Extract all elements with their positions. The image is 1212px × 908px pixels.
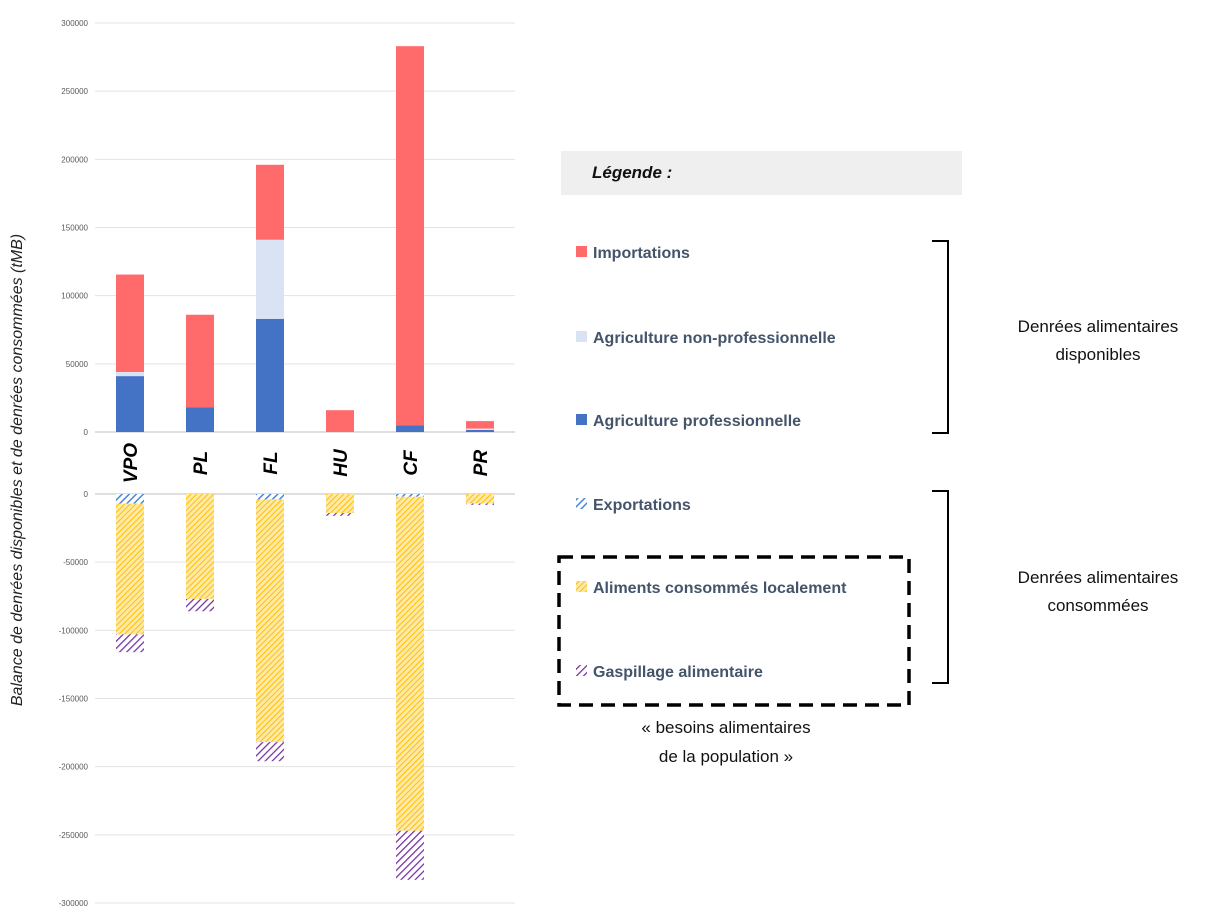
y-tick-label: 300000: [61, 19, 88, 28]
bar-aliments-consommes-localement-fl: [256, 499, 284, 743]
y-tick-label: 0: [84, 428, 89, 437]
y-tick-label: 100000: [61, 292, 88, 301]
bar-agriculture-non-professionnelle-pr: [466, 428, 494, 430]
needs-note-line2: de la population »: [659, 747, 793, 766]
bar-gaspillage-alimentaire-pl: [186, 598, 214, 612]
group-consumed-line2: consommées: [1047, 596, 1148, 615]
bar-exportations-fl: [256, 494, 284, 500]
legend-label-aliments: Aliments consommés localement: [593, 580, 847, 597]
legend-label-importations: Importations: [593, 245, 690, 262]
bar-exportations-vpo: [116, 494, 144, 504]
legend-swatch-agri-pro: [576, 414, 587, 425]
bar-gaspillage-alimentaire-cf: [396, 830, 424, 880]
legend-title-bar: [561, 151, 962, 195]
legend-swatch-agri-non-pro: [576, 331, 587, 342]
legend-title: Légende :: [592, 163, 672, 182]
legend-label-agri-pro: Agriculture professionnelle: [593, 413, 801, 430]
y-tick-label: -50000: [63, 558, 88, 567]
legend-swatch-gaspillage: [576, 665, 587, 676]
bar-importations-hu: [326, 410, 354, 432]
bar-importations-vpo: [116, 274, 144, 373]
grid-top: [95, 22, 515, 433]
category-labels: VPO PL FL HU CF PR: [121, 443, 492, 483]
y-tick-label: 150000: [61, 224, 88, 233]
bar-aliments-consommes-localement-pr: [466, 494, 494, 504]
bar-agriculture-professionnelle-vpo: [116, 376, 144, 432]
bar-agriculture-non-professionnelle-fl: [256, 239, 284, 319]
bar-aliments-consommes-localement-vpo: [116, 503, 144, 635]
bar-exportations-cf: [396, 494, 424, 497]
needs-note-line1: « besoins alimentaires: [641, 718, 810, 737]
y-tick-label: -250000: [59, 831, 89, 840]
bar-importations-pr: [466, 421, 494, 429]
legend-swatch-importations: [576, 246, 587, 257]
legend-label-agri-non-pro: Agriculture non-professionnelle: [593, 330, 836, 347]
bar-agriculture-professionnelle-fl: [256, 318, 284, 432]
bars-bottom: [116, 494, 494, 880]
bar-aliments-consommes-localement-pl: [186, 494, 214, 599]
bar-gaspillage-alimentaire-hu: [326, 513, 354, 516]
bar-agriculture-professionnelle-cf: [396, 425, 424, 432]
group-consumed-line1: Denrées alimentaires: [1018, 568, 1179, 587]
bar-importations-pl: [186, 314, 214, 408]
category-label-cf: CF: [401, 449, 422, 476]
bar-agriculture-professionnelle-pl: [186, 407, 214, 432]
y-tick-label: 200000: [61, 155, 88, 164]
bars-top: [116, 46, 494, 432]
legend-swatch-exportations: [576, 498, 587, 509]
y-tick-label: -150000: [59, 695, 89, 704]
legend-swatch-aliments: [576, 581, 587, 592]
bar-gaspillage-alimentaire-vpo: [116, 634, 144, 653]
category-label-pl: PL: [191, 451, 212, 475]
tick-labels: 0 50000 100000 150000 200000 250000 300000 0 -50…: [59, 19, 89, 908]
bar-gaspillage-alimentaire-pr: [466, 503, 494, 505]
group-available-line1: Denrées alimentaires: [1018, 317, 1179, 336]
bar-importations-cf: [396, 46, 424, 426]
y-tick-label: -300000: [59, 899, 89, 908]
y-tick-label: 250000: [61, 87, 88, 96]
legend-panel: [561, 195, 915, 750]
bar-aliments-consommes-localement-hu: [326, 494, 354, 514]
group-available-line2: disponibles: [1055, 345, 1140, 364]
category-label-vpo: VPO: [121, 443, 142, 483]
bar-agriculture-professionnelle-pr: [466, 429, 494, 432]
category-label-hu: HU: [331, 448, 352, 477]
y-tick-label: -100000: [59, 626, 89, 635]
y-tick-label: 50000: [66, 360, 89, 369]
legend-label-gaspillage: Gaspillage alimentaire: [593, 664, 763, 681]
category-label-pr: PR: [471, 450, 492, 477]
bar-gaspillage-alimentaire-fl: [256, 742, 284, 762]
grid-bottom: [95, 493, 515, 904]
bracket-available: [932, 240, 949, 434]
category-label-fl: FL: [261, 451, 282, 474]
legend-label-exportations: Exportations: [593, 497, 691, 514]
needs-dashed-box: [557, 555, 911, 707]
y-axis-label: Balance de denrées disponibles et de den…: [9, 234, 26, 706]
bar-importations-fl: [256, 164, 284, 240]
bar-aliments-consommes-localement-cf: [396, 496, 424, 831]
y-tick-label: 0: [84, 490, 89, 499]
bar-agriculture-non-professionnelle-vpo: [116, 372, 144, 377]
bracket-consumed: [932, 490, 949, 684]
y-tick-label: -200000: [59, 763, 89, 772]
